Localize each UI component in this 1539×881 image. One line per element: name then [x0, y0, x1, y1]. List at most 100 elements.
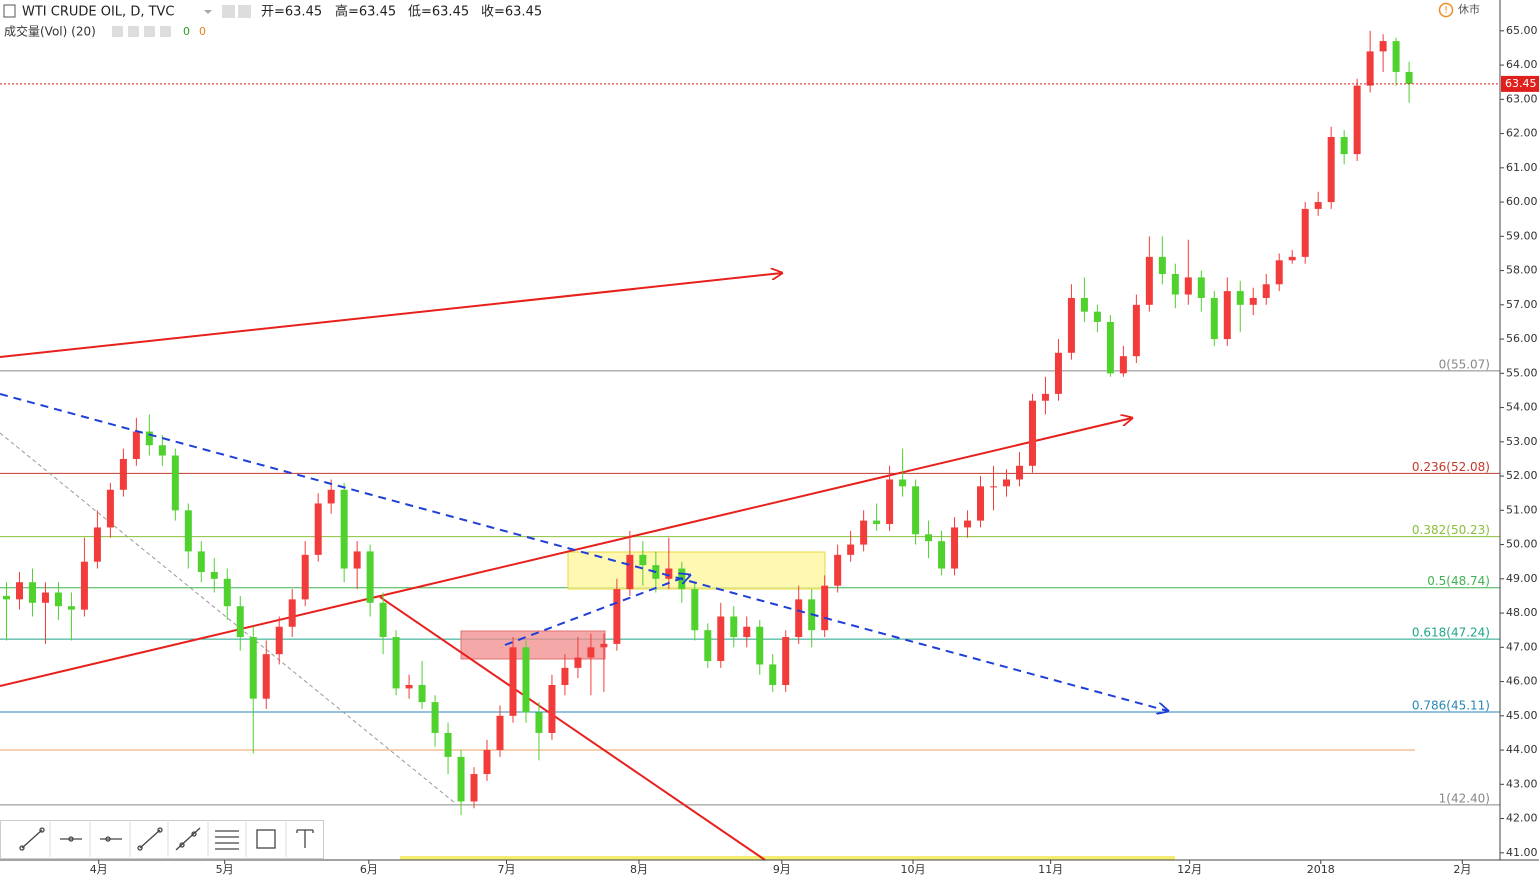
candle-body: [145, 431, 153, 446]
candle-body: [691, 589, 699, 631]
y-tick-label: 49.00: [1506, 572, 1538, 585]
y-tick-label: 64.00: [1506, 58, 1538, 71]
candle-body: [1054, 352, 1062, 394]
y-tick-label: 62.00: [1506, 127, 1538, 140]
candle-body: [41, 592, 49, 603]
drawings: [0, 393, 1168, 711]
candle-body: [899, 479, 907, 487]
candle-body: [509, 647, 517, 716]
y-tick-label: 63.00: [1506, 92, 1538, 105]
y-tick-label: 51.00: [1506, 503, 1538, 516]
candle-body: [1158, 256, 1166, 274]
candle-body: [340, 489, 348, 569]
candle-body: [1262, 284, 1270, 298]
x-tick-label: 2018: [1307, 863, 1335, 876]
y-tick-label: 65.00: [1506, 24, 1538, 37]
candle-body: [457, 756, 465, 802]
candle-body: [444, 732, 452, 757]
candle-body: [912, 486, 920, 535]
candle-body: [821, 585, 829, 631]
icon: [160, 26, 171, 37]
candle-body: [1340, 136, 1348, 155]
trend-arrow: [0, 273, 782, 358]
candle-body: [1184, 277, 1192, 295]
candle-body: [483, 750, 491, 775]
icon: [144, 26, 155, 37]
y-tick-label: 59.00: [1506, 229, 1538, 242]
x-tick-label: 7月: [497, 863, 515, 876]
candle-body: [938, 541, 946, 569]
toolbar[interactable]: [0, 820, 324, 859]
trend-arrow: [0, 418, 1132, 687]
candle-body: [1379, 41, 1387, 52]
icon: !: [1444, 5, 1448, 16]
candle-body: [1405, 71, 1413, 84]
y-tick-label: 50.00: [1506, 538, 1538, 551]
tool-trend[interactable]: [137, 827, 163, 851]
tool-ray[interactable]: [19, 827, 45, 851]
trend-arrow: [504, 575, 690, 646]
candle-body: [1197, 277, 1205, 298]
candle-body: [1275, 260, 1283, 285]
candle-body: [1093, 311, 1101, 322]
candle-body: [1132, 304, 1140, 357]
tool-hray[interactable]: [100, 836, 122, 842]
candle-body: [873, 520, 881, 525]
icon: [1438, 2, 1454, 18]
candle-body: [782, 637, 790, 685]
candle-body: [1301, 208, 1309, 257]
y-tick-label: 53.00: [1506, 435, 1538, 448]
candle-body: [496, 715, 504, 751]
symbol-title: WTI CRUDE OIL, D, TVC: [22, 5, 175, 20]
candle-body: [67, 606, 75, 610]
candle-body: [1353, 85, 1361, 155]
header: WTI CRUDE OIL, D, TVC 开=63.45 高=63.45 低=…: [3, 2, 1480, 39]
candle-body: [951, 527, 959, 569]
candle-body: [210, 571, 218, 579]
y-tick-label: 41.00: [1506, 846, 1538, 859]
icon: [112, 26, 123, 37]
candle-body: [288, 599, 296, 627]
candle-body: [1392, 41, 1400, 72]
x-tick-label: 12月: [1177, 863, 1202, 876]
candle-body: [613, 589, 621, 644]
x-tick-label: 4月: [90, 863, 108, 876]
candle-body: [717, 616, 725, 662]
icon: [128, 26, 139, 37]
candle-body: [275, 626, 283, 655]
y-tick-label: 45.00: [1506, 709, 1538, 722]
candle-body: [1002, 479, 1010, 487]
candle-body: [470, 774, 478, 802]
candle-body: [327, 489, 335, 504]
candle-body: [1327, 136, 1335, 203]
y-tick-label: 54.00: [1506, 401, 1538, 414]
tool-text[interactable]: [296, 829, 314, 848]
y-tick-label: 44.00: [1506, 743, 1538, 756]
highlight-box: [460, 630, 606, 660]
y-tick-label: 52.00: [1506, 469, 1538, 482]
candle-body: [561, 667, 569, 685]
y-tick-label: 42.00: [1506, 812, 1538, 825]
tool-channel[interactable]: [215, 830, 239, 850]
candle-body: [405, 684, 413, 689]
highlight-box: [400, 856, 1175, 860]
tool-extended[interactable]: [175, 827, 201, 851]
y-tick-label: 46.00: [1506, 675, 1538, 688]
candle-body: [2, 595, 10, 600]
candle-body: [223, 578, 231, 607]
last-price-label: 63.45: [1505, 77, 1537, 90]
tool-rectangle[interactable]: [256, 829, 276, 849]
fib-label: 0.236(52.08): [1412, 460, 1490, 474]
candle-body: [366, 551, 374, 603]
fib-label: 0.618(47.24): [1412, 626, 1490, 640]
tool-hline[interactable]: [60, 836, 82, 842]
candle-body: [132, 431, 140, 459]
candle-body: [1080, 297, 1088, 312]
candle-body: [106, 489, 114, 528]
x-tick-label: 11月: [1038, 863, 1063, 876]
candle-body: [626, 554, 634, 590]
candle-body: [847, 544, 855, 555]
trend-line: [379, 596, 766, 861]
candle-body: [314, 503, 322, 555]
